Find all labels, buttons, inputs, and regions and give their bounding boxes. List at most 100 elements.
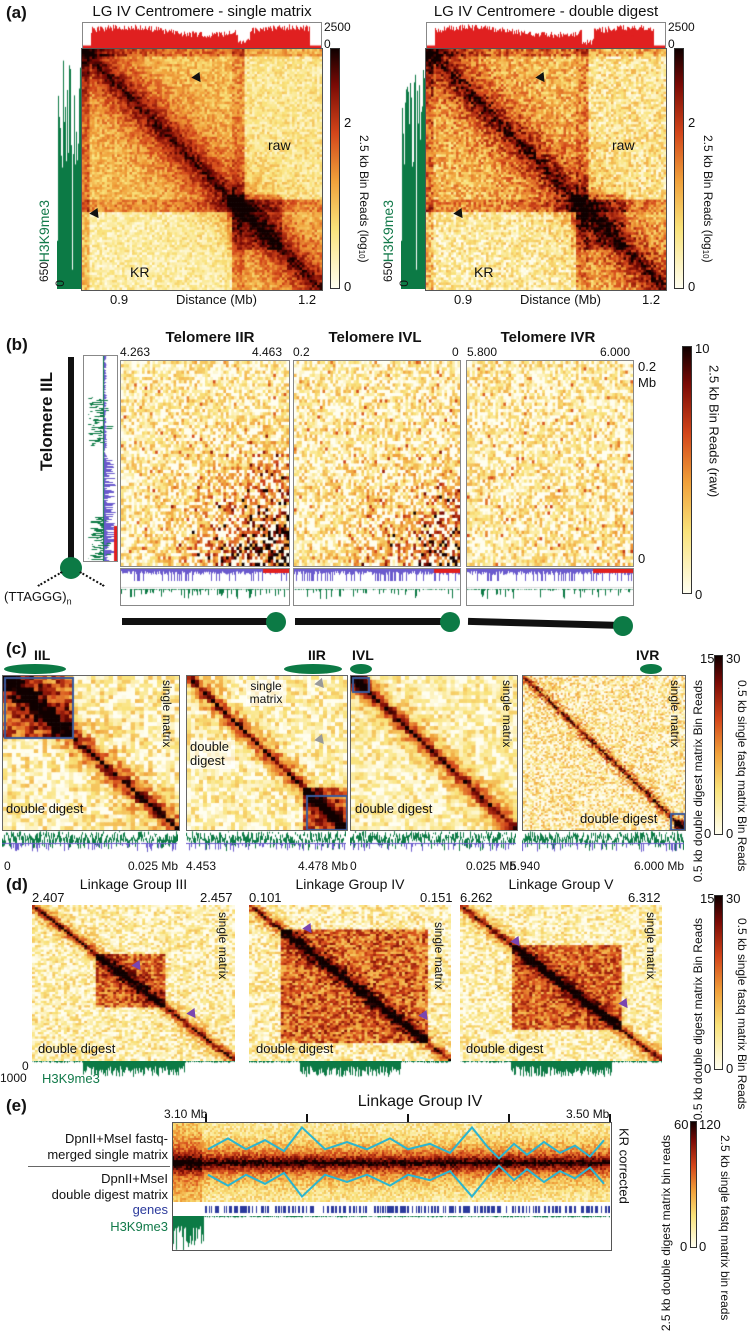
tick-right: 0.151 — [420, 890, 453, 905]
tracks-below — [186, 829, 346, 855]
track-label: CenH3 — [612, 30, 653, 45]
heatmap-telomere-ivr — [466, 360, 634, 567]
dotted-line — [79, 571, 105, 587]
tick-left: 4.263 — [120, 345, 151, 359]
cbar-left-max: 60 — [674, 1117, 689, 1132]
upper-label: merged single matrix — [47, 1147, 168, 1162]
kr-label: KR — [130, 264, 150, 280]
tick-right: 0.025 Mb — [128, 859, 179, 873]
heatmap-ivr — [522, 675, 686, 831]
tick-left: 2.407 — [32, 890, 65, 905]
raw-label: raw — [612, 137, 635, 153]
heatmap-telomere-iir — [120, 360, 290, 567]
telomere-end-icon — [266, 612, 286, 632]
x-label: Distance (Mb) — [176, 292, 257, 307]
upper-label: single matrix — [644, 912, 659, 980]
cbar-right-max: 120 — [699, 1117, 721, 1132]
end-label: IIL — [34, 647, 51, 663]
tick-right: 0 — [452, 345, 459, 359]
tick-left: 0.101 — [249, 890, 282, 905]
telomere-end-icon — [640, 664, 662, 674]
cbar-left-label: 0.5 kb double digest matrix Bin Reads — [691, 680, 705, 883]
cbar-right-label: 0.5 kb single fastq matrix Bin Reads — [735, 918, 750, 1110]
map-title: LG IV Centromere - double digest — [433, 3, 659, 20]
genes-label: genes — [132, 1202, 168, 1217]
colorbar — [330, 48, 340, 289]
tick-left: 5.940 — [510, 859, 541, 873]
axis-tick — [407, 1114, 409, 1122]
telomere-end-icon — [350, 664, 372, 674]
lower-label: double digest — [355, 801, 433, 816]
colorbar — [690, 1121, 697, 1248]
track-min: 0 — [668, 37, 675, 51]
x-label: Distance (Mb) — [520, 292, 601, 307]
cbar-right-max: 30 — [726, 891, 741, 906]
telomere-iil-label: Telomere IIL — [37, 372, 56, 471]
side-tracks — [83, 355, 118, 562]
genes-track — [172, 1203, 610, 1215]
upper-label: single matrix — [216, 912, 231, 980]
track-label: H3K9me3 — [42, 1071, 100, 1086]
h3k9me3-side-track — [57, 48, 81, 289]
colorbar — [674, 48, 684, 289]
side-max: 650 — [37, 262, 51, 283]
tick-right: 4.463 — [252, 345, 283, 359]
heatmap-iil — [2, 675, 180, 831]
axis-tick — [609, 1114, 611, 1122]
upper-label: single matrix — [432, 922, 447, 990]
panel-label-d: (d) — [6, 875, 28, 894]
tracks-below — [350, 829, 516, 855]
lower-label: double digest — [190, 739, 235, 769]
h3k9me3-track — [172, 1216, 610, 1250]
cbar-tick: 10 — [695, 341, 710, 356]
tick-right: 6.000 — [600, 345, 631, 359]
tick-right: 0.025 Mb — [466, 859, 517, 873]
tick-left: 0 — [350, 859, 357, 873]
y-unit: Mb — [638, 375, 657, 390]
map-title: Linkage Group III — [79, 876, 188, 892]
panel-label-c: (c) — [6, 639, 27, 658]
y-bottom: 0 — [638, 551, 646, 566]
side-track-label: H3K9me3 — [380, 200, 396, 263]
map-title: Telomere IIR — [165, 329, 255, 346]
cbar-left-min: 0 — [704, 826, 712, 841]
lower-label: double digest — [256, 1041, 334, 1056]
x-tick: 1.2 — [298, 292, 317, 307]
tracks-below — [522, 829, 684, 855]
track-min: 0 — [324, 37, 331, 51]
telomere-end-icon — [613, 616, 633, 636]
chromosome-bar — [68, 357, 74, 562]
tick-right: 6.000 Mb — [634, 859, 685, 873]
cbar-right-label: 0.5 kb single fastq matrix Bin Reads — [735, 680, 750, 872]
tick-left: 4.453 — [186, 859, 217, 873]
cbar-tick: 2 — [344, 115, 352, 130]
h3k9me3-track — [249, 1061, 451, 1081]
h3k9me3-track — [32, 1061, 235, 1081]
tick-left: 0.2 — [293, 345, 310, 359]
heatmap-lg4 — [249, 905, 451, 1061]
e-title: Linkage Group IV — [357, 1093, 483, 1110]
telomere-end-icon — [60, 557, 82, 579]
track-max: 2500 — [324, 20, 351, 34]
end-label: IVR — [636, 647, 660, 663]
cbar-tick: 2 — [688, 115, 696, 130]
panel-label-a: (a) — [6, 3, 27, 22]
panel-label-b: (b) — [6, 335, 28, 354]
track-label: H3K9me3 — [110, 1219, 168, 1234]
kr-label: KR corrected — [616, 1128, 632, 1204]
x-tick: 0.9 — [454, 292, 473, 307]
heatmap-lg4-band — [172, 1122, 610, 1202]
cbar-left-label: 0.5 kb double digest matrix Bin Reads — [691, 918, 705, 1121]
map-title: Linkage Group IV — [295, 876, 405, 892]
cbar-left-min: 0 — [704, 1061, 712, 1076]
lower-label: double digest — [38, 1041, 116, 1056]
axis-tick — [508, 1114, 510, 1122]
cbar-left-max: 15 — [700, 891, 715, 906]
cbar-label: 2.5 kb Bin Reads (raw) — [706, 365, 722, 498]
tick-left: 5.800 — [467, 345, 498, 359]
upper-label: single matrix — [246, 679, 286, 707]
upper-label: DpnII+MseI fastq- — [65, 1131, 168, 1146]
side-min: 0 — [397, 280, 411, 287]
cbar-left-max: 15 — [700, 651, 715, 666]
telomere-end-icon — [284, 664, 342, 674]
